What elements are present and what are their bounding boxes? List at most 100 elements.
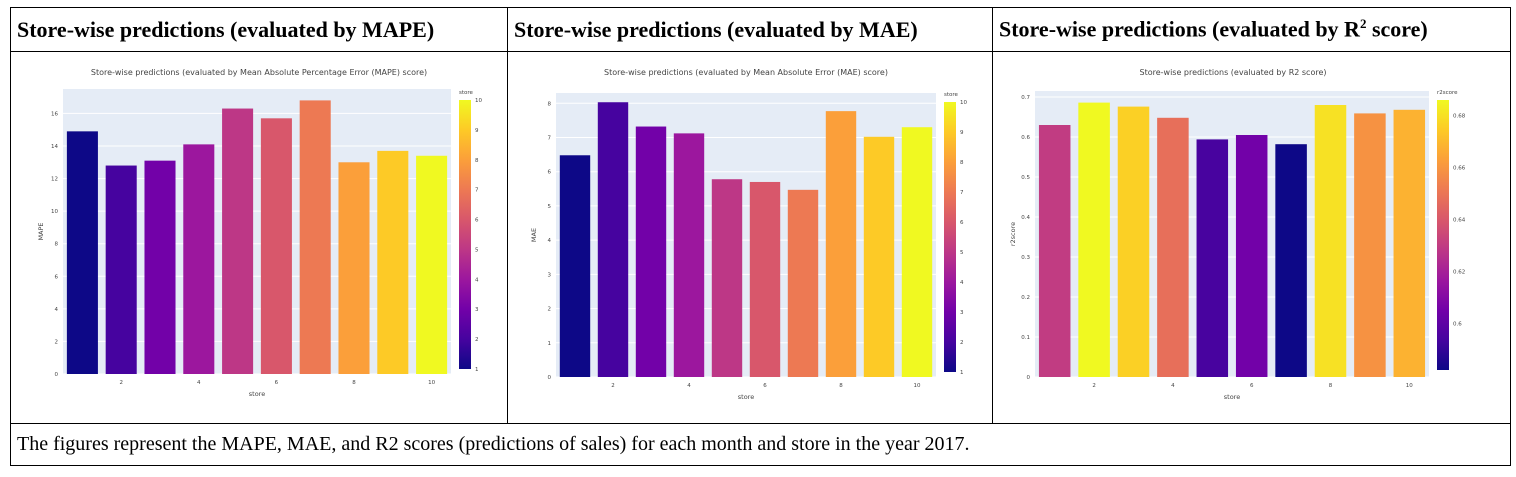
y-tick-label: 8	[55, 241, 59, 247]
y-tick-label: 8	[548, 101, 552, 107]
x-tick-label: 10	[1406, 383, 1413, 389]
header-r2-superscript: 2	[1359, 16, 1367, 32]
colorbar-tick-label: 4	[475, 277, 479, 283]
y-tick-label: 1	[548, 340, 552, 346]
header-r2-text-end: score)	[1366, 16, 1428, 42]
colorbar-tick-label: 3	[960, 310, 964, 316]
y-tick-label: 14	[51, 144, 58, 150]
bar	[183, 143, 215, 374]
chart-title: Store-wise predictions (evaluated by Mea…	[604, 68, 888, 77]
x-tick-label: 8	[1329, 383, 1333, 389]
colorbar	[1437, 99, 1449, 370]
colorbar-tick-label: 2	[475, 337, 479, 343]
colorbar-title: store	[944, 92, 959, 98]
x-tick-label: 2	[119, 380, 123, 386]
colorbar-tick-label: 0.68	[1453, 113, 1466, 119]
header-mae: Store-wise predictions (evaluated by MAE…	[507, 7, 993, 52]
y-tick-label: 0.1	[1021, 335, 1030, 341]
colorbar-tick-label: 6	[475, 217, 479, 223]
bar	[1393, 109, 1426, 377]
bar	[559, 154, 591, 377]
bar	[1157, 117, 1189, 377]
colorbar-tick-label: 8	[960, 160, 964, 166]
bar	[673, 132, 705, 377]
y-tick-label: 2	[548, 306, 552, 312]
caption-row: The figures represent the MAPE, MAE, and…	[10, 423, 1511, 466]
cell-mape: Store-wise predictions (evaluated by Mea…	[10, 51, 508, 424]
header-mape: Store-wise predictions (evaluated by MAP…	[10, 7, 508, 52]
colorbar-tick-label: 9	[475, 127, 479, 133]
bar	[787, 189, 819, 377]
colorbar-tick-label: 5	[960, 250, 964, 256]
colorbar-title: r2score	[1437, 90, 1458, 96]
x-tick-label: 2	[1092, 383, 1096, 389]
colorbar-tick-label: 9	[960, 130, 964, 136]
colorbar-tick-label: 2	[960, 340, 964, 346]
bar	[338, 161, 370, 374]
bar	[863, 136, 895, 377]
cell-r2: Store-wise predictions (evaluated by R2 …	[992, 51, 1511, 424]
x-axis-label: store	[738, 393, 754, 401]
y-tick-label: 5	[548, 203, 552, 209]
y-tick-label: 0.5	[1021, 175, 1030, 181]
y-tick-label: 0	[548, 375, 552, 381]
colorbar-tick-label: 4	[960, 280, 964, 286]
header-r2: Store-wise predictions (evaluated by R2 …	[992, 7, 1511, 52]
x-tick-label: 4	[1171, 383, 1175, 389]
y-tick-label: 3	[548, 272, 552, 278]
header-row: Store-wise predictions (evaluated by MAP…	[10, 7, 1511, 52]
x-axis-label: store	[249, 390, 265, 398]
y-tick-label: 0.4	[1021, 215, 1030, 221]
x-tick-label: 8	[839, 383, 843, 389]
colorbar	[944, 101, 956, 372]
y-tick-label: 4	[548, 238, 552, 244]
bar	[144, 160, 176, 374]
colorbar-title: store	[459, 90, 474, 96]
chart-r2: Store-wise predictions (evaluated by R2 …	[1009, 68, 1466, 401]
bar	[1354, 112, 1386, 377]
y-tick-label: 0.6	[1021, 135, 1030, 141]
y-tick-label: 7	[548, 135, 552, 141]
y-tick-label: 6	[55, 274, 59, 280]
colorbar-tick-label: 10	[960, 100, 967, 106]
chart-title: Store-wise predictions (evaluated by R2 …	[1140, 68, 1327, 77]
chart-title: Store-wise predictions (evaluated by Mea…	[91, 68, 427, 77]
cell-mae: Store-wise predictions (evaluated by Mea…	[507, 51, 993, 424]
y-tick-label: 4	[55, 306, 59, 312]
y-tick-label: 0.7	[1021, 95, 1030, 101]
y-tick-label: 0	[55, 372, 59, 378]
x-tick-label: 4	[687, 383, 691, 389]
bar	[299, 99, 331, 374]
colorbar-tick-label: 0.6	[1453, 321, 1462, 327]
colorbar-tick-label: 0.62	[1453, 269, 1465, 275]
bar	[1235, 134, 1268, 377]
y-tick-label: 6	[548, 169, 552, 175]
bar	[222, 108, 254, 374]
chart-mae: Store-wise predictions (evaluated by Mea…	[530, 68, 967, 401]
plot-row: Store-wise predictions (evaluated by Mea…	[10, 51, 1511, 424]
y-tick-label: 16	[51, 111, 58, 117]
bar	[66, 130, 98, 374]
x-tick-label: 6	[763, 383, 767, 389]
colorbar-tick-label: 3	[475, 307, 479, 313]
colorbar-tick-label: 8	[475, 157, 479, 163]
x-tick-label: 10	[914, 383, 921, 389]
y-tick-label: 0.3	[1021, 255, 1030, 261]
y-axis-label: MAE	[530, 227, 538, 241]
chart-mape: Store-wise predictions (evaluated by Mea…	[37, 68, 482, 398]
bar	[749, 181, 781, 377]
x-tick-label: 10	[428, 380, 435, 386]
figure-caption: The figures represent the MAPE, MAE, and…	[10, 423, 1511, 466]
colorbar	[459, 99, 471, 369]
colorbar-tick-label: 7	[475, 187, 479, 193]
y-tick-label: 0.2	[1021, 295, 1030, 301]
bar	[1038, 124, 1071, 377]
x-tick-label: 2	[611, 383, 615, 389]
x-axis-label: store	[1224, 393, 1240, 401]
bar	[1275, 143, 1307, 377]
bar	[1196, 138, 1229, 377]
bar	[416, 155, 448, 374]
bar	[1078, 102, 1110, 377]
y-tick-label: 0	[1027, 375, 1031, 381]
bar	[260, 117, 292, 374]
